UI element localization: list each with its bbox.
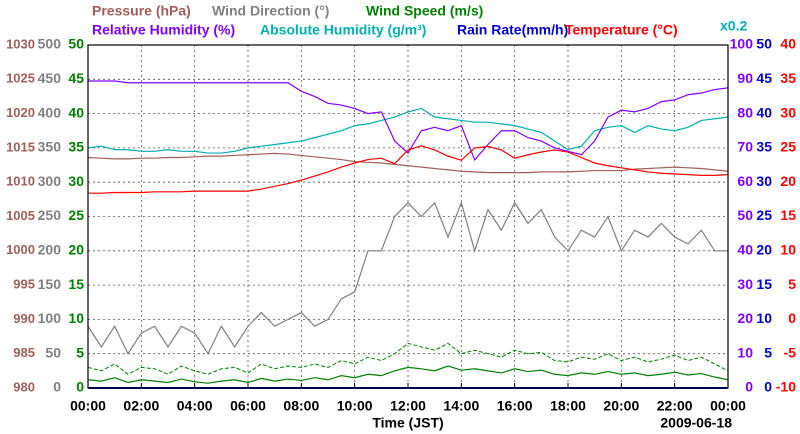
y-tick-label: 50 bbox=[737, 207, 753, 223]
y-tick-label: 10 bbox=[68, 310, 84, 326]
x-tick-label: 00:00 bbox=[70, 398, 106, 414]
y-tick-label: -5 bbox=[784, 344, 797, 360]
y-tick-label: 250 bbox=[38, 207, 62, 223]
y-tick-label: 1015 bbox=[6, 139, 35, 154]
x-tick-label: 02:00 bbox=[123, 398, 159, 414]
x-tick-label: 12:00 bbox=[390, 398, 426, 414]
x-tick-label: 06:00 bbox=[230, 398, 266, 414]
series-line bbox=[87, 152, 729, 174]
y-tick-label: 25 bbox=[780, 139, 796, 155]
y-tick-label: 200 bbox=[38, 242, 62, 258]
y-tick-label: 1030 bbox=[6, 36, 35, 51]
legend-label: Pressure (hPa) bbox=[92, 3, 191, 19]
y-tick-label: 35 bbox=[780, 70, 796, 86]
y-tick-label: 80 bbox=[737, 104, 753, 120]
series-line bbox=[88, 80, 729, 162]
y-tick-label: 20 bbox=[756, 242, 772, 258]
series-line bbox=[87, 365, 729, 384]
y-tick-label: 15 bbox=[780, 207, 796, 223]
x-tick-label: 18:00 bbox=[550, 398, 586, 414]
y-tick-label: 45 bbox=[756, 70, 772, 86]
y-tick-label: 400 bbox=[38, 104, 62, 120]
series-line bbox=[87, 200, 728, 355]
y-tick-label: 25 bbox=[68, 207, 84, 223]
x-tick-label: 08:00 bbox=[283, 398, 319, 414]
y-tick-label: 35 bbox=[68, 139, 84, 155]
y-tick-label: 1025 bbox=[6, 71, 35, 86]
y-tick-label: 1005 bbox=[6, 208, 35, 223]
y-tick-label: 0 bbox=[764, 379, 772, 395]
legend-label: Rain Rate(mm/h) bbox=[457, 22, 568, 38]
y-tick-label: 40 bbox=[756, 104, 772, 120]
scale-label: x0.2 bbox=[720, 18, 747, 34]
y-tick-label: 50 bbox=[68, 36, 84, 52]
y-tick-label: 5 bbox=[76, 344, 84, 360]
y-tick-label: 5 bbox=[764, 344, 772, 360]
y-tick-label: 20 bbox=[737, 310, 753, 326]
y-tick-label: 30 bbox=[68, 173, 84, 189]
y-tick-label: 60 bbox=[737, 173, 753, 189]
y-tick-label: 30 bbox=[756, 173, 772, 189]
y-tick-label: 0 bbox=[788, 310, 796, 326]
y-tick-label: 40 bbox=[68, 104, 84, 120]
x-tick-label: 04:00 bbox=[177, 398, 213, 414]
y-tick-label: 500 bbox=[38, 36, 62, 52]
x-tick-label: 10:00 bbox=[337, 398, 373, 414]
y-tick-label: 150 bbox=[38, 276, 62, 292]
y-tick-label: 100 bbox=[730, 36, 754, 52]
y-tick-label: 0 bbox=[76, 379, 84, 395]
y-tick-label: 1020 bbox=[6, 105, 35, 120]
y-tick-label: 5 bbox=[788, 276, 796, 292]
y-tick-label: 35 bbox=[756, 139, 772, 155]
y-tick-label: 980 bbox=[13, 379, 35, 394]
y-tick-label: 40 bbox=[737, 242, 753, 258]
y-tick-label: 10 bbox=[737, 344, 753, 360]
y-tick-label: 50 bbox=[756, 36, 772, 52]
series-line bbox=[88, 145, 729, 194]
y-tick-label: 15 bbox=[756, 276, 772, 292]
y-tick-label: 40 bbox=[780, 36, 796, 52]
x-tick-label: 22:00 bbox=[657, 398, 693, 414]
x-axis-title: Time (JST) bbox=[372, 415, 443, 431]
y-tick-label: 45 bbox=[68, 70, 84, 86]
y-tick-label: 25 bbox=[756, 207, 772, 223]
y-tick-label: 0 bbox=[53, 379, 61, 395]
y-tick-label: 990 bbox=[13, 311, 35, 326]
legend-label: Absolute Humidity (g/m³) bbox=[260, 22, 426, 38]
y-tick-label: 30 bbox=[737, 276, 753, 292]
plot-frame bbox=[87, 44, 729, 389]
legend-label: Wind Speed (m/s) bbox=[366, 3, 483, 19]
y-tick-label: 10 bbox=[780, 242, 796, 258]
date-label: 2009-06-18 bbox=[660, 415, 732, 431]
y-tick-label: 995 bbox=[13, 277, 35, 292]
y-tick-label: 985 bbox=[13, 345, 35, 360]
series-line bbox=[87, 107, 729, 154]
y-tick-label: -10 bbox=[776, 379, 796, 395]
y-tick-label: 15 bbox=[68, 276, 84, 292]
y-tick-label: 300 bbox=[38, 173, 62, 189]
y-tick-label: 20 bbox=[68, 242, 84, 258]
y-tick-label: 30 bbox=[780, 104, 796, 120]
y-tick-label: 10 bbox=[756, 310, 772, 326]
legend-label: Wind Direction (°) bbox=[212, 3, 329, 19]
x-tick-label: 00:00 bbox=[710, 398, 746, 414]
x-tick-label: 16:00 bbox=[497, 398, 533, 414]
y-tick-label: 50 bbox=[45, 344, 61, 360]
legend-label: Relative Humidity (%) bbox=[92, 22, 235, 38]
gust-line bbox=[87, 342, 729, 375]
legend-label: Temperature (°C) bbox=[565, 22, 678, 38]
x-tick-label: 20:00 bbox=[603, 398, 639, 414]
y-tick-label: 0 bbox=[745, 379, 753, 395]
y-tick-label: 1000 bbox=[6, 242, 35, 257]
y-tick-label: 450 bbox=[38, 70, 62, 86]
y-tick-label: 70 bbox=[737, 139, 753, 155]
y-tick-label: 1010 bbox=[6, 174, 35, 189]
x-tick-label: 14:00 bbox=[443, 398, 479, 414]
y-tick-label: 90 bbox=[737, 70, 753, 86]
y-tick-label: 100 bbox=[38, 310, 62, 326]
y-tick-label: 20 bbox=[780, 173, 796, 189]
y-tick-label: 350 bbox=[38, 139, 62, 155]
